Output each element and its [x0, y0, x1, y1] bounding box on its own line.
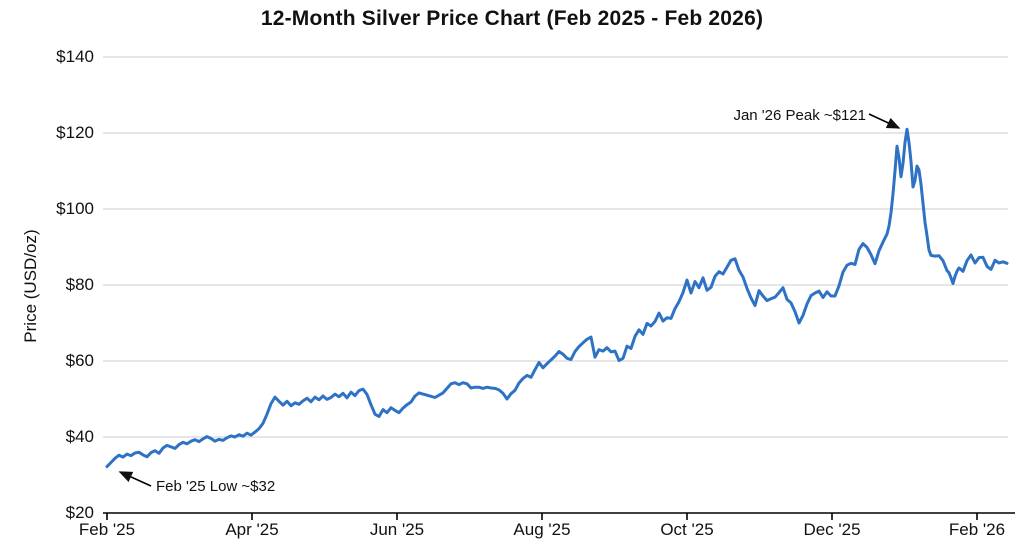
low-annotation-arrow — [118, 471, 152, 487]
x-tick-label-feb-26: Feb '26 — [948, 520, 1006, 539]
x-tick-label-jun-25: Jun '25 — [369, 520, 425, 539]
chart-title: 12-Month Silver Price Chart (Feb 2025 - … — [260, 7, 764, 30]
x-tick-label-aug-25: Aug '25 — [513, 520, 571, 539]
y-tick-label-20: $20 — [65, 503, 94, 522]
x-axis — [103, 512, 1015, 520]
y-tick-label-120: $120 — [56, 123, 94, 142]
x-tick-label-apr-25: Apr '25 — [225, 520, 279, 539]
x-tick-label-dec-25: Dec '25 — [803, 520, 861, 539]
x-tick-label-feb-25: Feb '25 — [78, 520, 136, 539]
price-line — [105, 127, 1009, 469]
price-line-path — [105, 127, 1009, 469]
annotation-arrows — [118, 113, 901, 487]
gridlines — [103, 56, 1008, 438]
annotation-peak-label: Jan '26 Peak ~$121 — [733, 107, 866, 124]
y-tick-label-80: $80 — [65, 275, 94, 294]
x-tick-label-oct-25: Oct '25 — [660, 520, 714, 539]
y-tick-label-100: $100 — [56, 199, 94, 218]
y-tick-label-60: $60 — [65, 351, 94, 370]
peak-annotation-arrow — [868, 113, 901, 129]
y-tick-label-140: $140 — [56, 47, 94, 66]
y-tick-label-40: $40 — [65, 427, 94, 446]
annotation-low-label: Feb '25 Low ~$32 — [156, 478, 276, 495]
